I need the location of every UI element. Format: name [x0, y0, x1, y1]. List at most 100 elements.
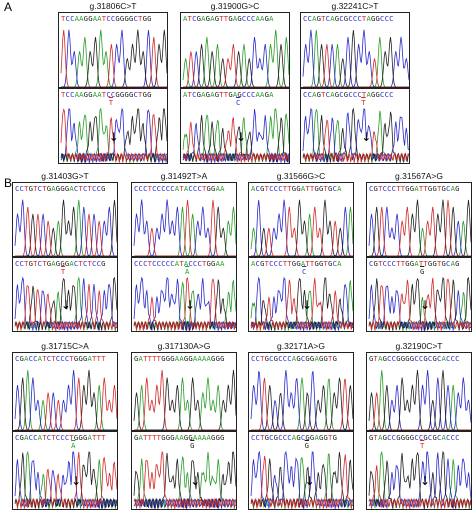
base-letter: G — [214, 14, 220, 23]
base-letter: C — [143, 184, 148, 193]
reference-chromatogram: GTAGCCGGGGCCGCGCACCC — [366, 352, 472, 431]
trace-g — [368, 276, 471, 331]
base-letter: G — [291, 259, 297, 268]
reference-chromatogram: GATTTTGGGAAGGAAAAGGG — [131, 352, 237, 431]
base-letter: T — [378, 184, 383, 193]
trace-plot — [368, 369, 471, 430]
base-letter: C — [133, 90, 139, 99]
sequence-text: CCTGTCTGAGGGACTCTCCG — [15, 259, 106, 268]
sequence-text: ACGTCCCTTGGATTGGTGCA — [251, 184, 342, 193]
base-letter: G — [332, 433, 338, 442]
reference-chromatogram: CGTCCCTTGGATTGGTGCAG — [366, 182, 472, 257]
base-letter: G — [409, 184, 415, 193]
base-letter: A — [201, 14, 206, 23]
variant-chromatogram: GTAGCCGGGGCCGCGCACCC T ↓ — [366, 431, 472, 510]
base-letter: G — [134, 433, 139, 442]
trace-c — [14, 199, 117, 256]
base-letter: T — [436, 184, 442, 193]
base-letter: G — [318, 259, 324, 268]
base-letter: C — [450, 433, 456, 442]
base-letter: C — [303, 14, 308, 23]
trace-a — [369, 370, 471, 430]
base-letter: C — [446, 184, 451, 193]
base-letter: G — [206, 184, 212, 193]
base-letter: T — [400, 259, 406, 268]
base-letter: G — [296, 184, 301, 193]
base-letter: G — [260, 184, 265, 193]
base-letter: G — [188, 354, 193, 363]
variant-title: g.31900G>C — [210, 1, 260, 11]
base-letter: T — [78, 184, 83, 193]
variant-title: g.31566G>C — [276, 171, 326, 181]
base-letter: G — [19, 433, 25, 442]
base-letter: C — [387, 184, 392, 193]
base-letter: T — [282, 259, 288, 268]
base-letter: G — [441, 259, 447, 268]
base-letter: A — [312, 14, 317, 23]
base-letter: C — [357, 90, 362, 99]
base-letter: G — [211, 184, 216, 193]
base-letter: C — [255, 184, 261, 193]
base-letter: T — [396, 259, 401, 268]
base-letter: G — [273, 354, 279, 363]
base-letter: T — [61, 14, 66, 23]
base-letter: C — [307, 14, 313, 23]
substituted-base: T — [108, 98, 114, 107]
variant-chromatogram: CCTGTCTGAGGGACTCTCCG T ↓ — [12, 257, 118, 332]
base-letter: C — [255, 433, 261, 442]
base-letter: C — [15, 433, 20, 442]
base-letter: T — [179, 184, 184, 193]
base-letter: C — [70, 90, 75, 99]
base-letter: T — [96, 433, 102, 442]
trace-c — [60, 107, 167, 163]
base-letter: C — [250, 14, 256, 23]
substituted-base: C — [302, 267, 307, 276]
base-letter: G — [370, 90, 376, 99]
base-letter: C — [389, 14, 394, 23]
sequence-text: CGACCATCTCCCTGGGATTT — [15, 433, 106, 442]
substituted-base: G — [304, 441, 309, 450]
base-letter: T — [321, 14, 326, 23]
base-letter: G — [373, 184, 379, 193]
base-letter: G — [124, 14, 129, 23]
base-letter: A — [201, 433, 207, 442]
trace-plot — [302, 29, 409, 87]
variant-title: g.317130A>G — [157, 341, 211, 351]
base-letter: A — [74, 90, 80, 99]
trace-t — [133, 276, 236, 331]
base-letter: A — [51, 184, 56, 193]
base-letter: T — [418, 184, 424, 193]
base-letter: C — [55, 433, 61, 442]
sequence-text: CCCTCCCCCATACCCTGGAA — [134, 259, 225, 268]
base-letter: G — [396, 433, 401, 442]
panel-label-a: A — [4, 0, 13, 14]
base-letter: T — [328, 433, 333, 442]
base-letter: A — [220, 184, 225, 193]
base-letter: C — [380, 14, 385, 23]
base-letter: C — [19, 184, 25, 193]
base-letter: G — [343, 90, 349, 99]
base-letter: C — [28, 354, 34, 363]
base-letter: G — [101, 184, 106, 193]
base-letter: T — [309, 259, 315, 268]
base-letter: C — [65, 14, 71, 23]
base-letter: C — [251, 433, 256, 442]
base-letter: T — [138, 90, 143, 99]
base-letter: A — [220, 259, 225, 268]
base-letter: A — [138, 354, 144, 363]
trace-t — [14, 283, 117, 331]
base-letter: A — [192, 433, 198, 442]
base-letter: T — [323, 184, 329, 193]
base-letter: G — [142, 90, 148, 99]
base-letter: G — [264, 90, 270, 99]
base-letter: C — [197, 184, 202, 193]
base-letter: A — [260, 14, 265, 23]
base-letter: A — [87, 433, 93, 442]
trace-c — [183, 36, 289, 87]
base-letter: A — [197, 354, 202, 363]
base-letter: C — [241, 14, 247, 23]
base-letter: A — [330, 14, 335, 23]
variant-chromatogram: ACGTCCCTTGGATTGGTGCA C ↓ — [248, 257, 354, 332]
base-letter: T — [87, 259, 93, 268]
base-letter: C — [92, 184, 97, 193]
